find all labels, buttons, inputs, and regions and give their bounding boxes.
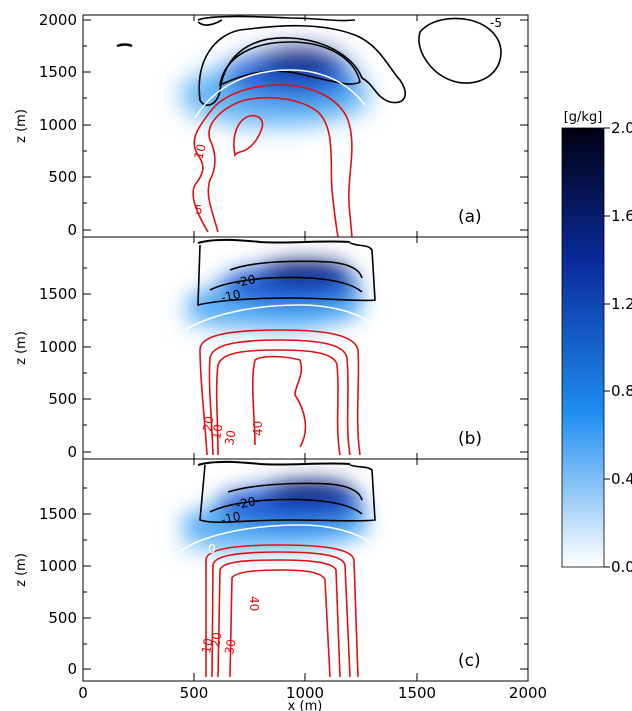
contour-label: 10 — [199, 637, 215, 654]
x-tick-label: 1500 — [398, 684, 436, 702]
colorbar: [g/kg] 0.00 0.40 0.80 1.20 1.60 2.00 — [561, 110, 632, 576]
contour-label: -20 — [235, 494, 257, 512]
colorbar-tick-label: 1.60 — [611, 207, 632, 225]
x-tick-label: 1000 — [286, 684, 324, 702]
contour-label: 0 — [208, 542, 216, 556]
panel-b-ticks — [83, 237, 528, 459]
contour-label: 20 — [200, 415, 216, 432]
y-tick-label: 0 — [67, 660, 77, 678]
contour-label: 10 — [191, 142, 208, 160]
x-tick-label: 500 — [180, 684, 209, 702]
contour-label: 40 — [247, 596, 261, 611]
panel-c-shading — [177, 480, 370, 554]
panel-b-y-axis-title: z (m) — [14, 331, 29, 365]
panel-c-warm-contours — [205, 544, 359, 678]
panel-b-label: (b) — [458, 429, 482, 449]
colorbar-tick-label: 1.20 — [611, 295, 632, 313]
panel-c-ticks — [82, 459, 529, 681]
x-tick-label: 2000 — [509, 684, 547, 702]
panel-a-warm-contours — [192, 84, 353, 237]
panel-a-ticks — [83, 15, 528, 237]
y-tick-label: 1000 — [39, 557, 77, 575]
panel-b: 0 500 1000 1500 z (m) (b) -20 -10 20 10 … — [14, 236, 529, 461]
x-axis-title: x (m) — [288, 699, 323, 711]
panel-c-cold-contours — [197, 460, 376, 524]
contour-label: 10 — [209, 423, 225, 440]
y-tick-label: 2000 — [39, 11, 77, 29]
contour-label: -5 — [490, 16, 502, 30]
x-tick-labels: 0 500 1000 1500 2000 — [78, 684, 547, 702]
contour-label: -10 — [220, 509, 242, 527]
y-tick-label: 0 — [67, 443, 77, 461]
panel-a: 0 500 1000 1500 2000 z (m) (a) 10 5 -5 — [14, 11, 529, 239]
panel-b-warm-contours — [199, 329, 361, 456]
panel-a-y-axis-title: z (m) — [14, 109, 29, 143]
contour-label: 30 — [222, 429, 238, 446]
colorbar-gradient — [561, 127, 605, 568]
contour-label: -20 — [235, 272, 257, 290]
y-tick-label: 500 — [48, 168, 77, 186]
contour-label: -10 — [220, 287, 242, 305]
panel-c: 0 500 1000 1500 z (m) (c) -20 -10 0 40 2… — [14, 458, 529, 682]
colorbar-ticks — [604, 127, 610, 568]
y-tick-label: 1000 — [39, 116, 77, 134]
y-tick-label: 1500 — [39, 63, 77, 81]
colorbar-unit: [g/kg] — [564, 110, 603, 125]
y-tick-label: 500 — [48, 390, 77, 408]
panel-b-zero-contour — [184, 304, 371, 331]
panel-c-y-tick-labels: 0 500 1000 1500 — [39, 505, 77, 678]
contour-label: 40 — [251, 421, 265, 436]
contour-label: 20 — [208, 631, 224, 648]
colorbar-tick-label: 2.00 — [611, 119, 632, 137]
y-tick-label: 500 — [48, 609, 77, 627]
panel-a-label: (a) — [458, 207, 482, 227]
panel-c-zero-contour — [181, 524, 371, 551]
colorbar-tick-label: 0.00 — [611, 558, 632, 576]
colorbar-tick-label: 0.40 — [611, 470, 632, 488]
contour-label: 30 — [222, 638, 238, 655]
colorbar-tick-label: 0.80 — [611, 382, 632, 400]
panel-b-y-tick-labels: 0 500 1000 1500 — [39, 285, 77, 461]
panel-a-y-tick-labels: 0 500 1000 1500 2000 — [39, 11, 77, 239]
y-tick-label: 0 — [67, 221, 77, 239]
panel-b-cold-contours — [197, 238, 376, 307]
y-tick-label: 1000 — [39, 338, 77, 356]
contour-label: 5 — [195, 203, 203, 217]
y-tick-label: 1500 — [39, 285, 77, 303]
panel-c-y-axis-title: z (m) — [14, 553, 29, 587]
panel-c-label: (c) — [458, 651, 481, 671]
panel-a-zero-contour — [194, 69, 366, 119]
x-tick-label: 0 — [78, 684, 88, 702]
y-tick-label: 1500 — [39, 505, 77, 523]
panel-b-shading — [180, 260, 365, 330]
